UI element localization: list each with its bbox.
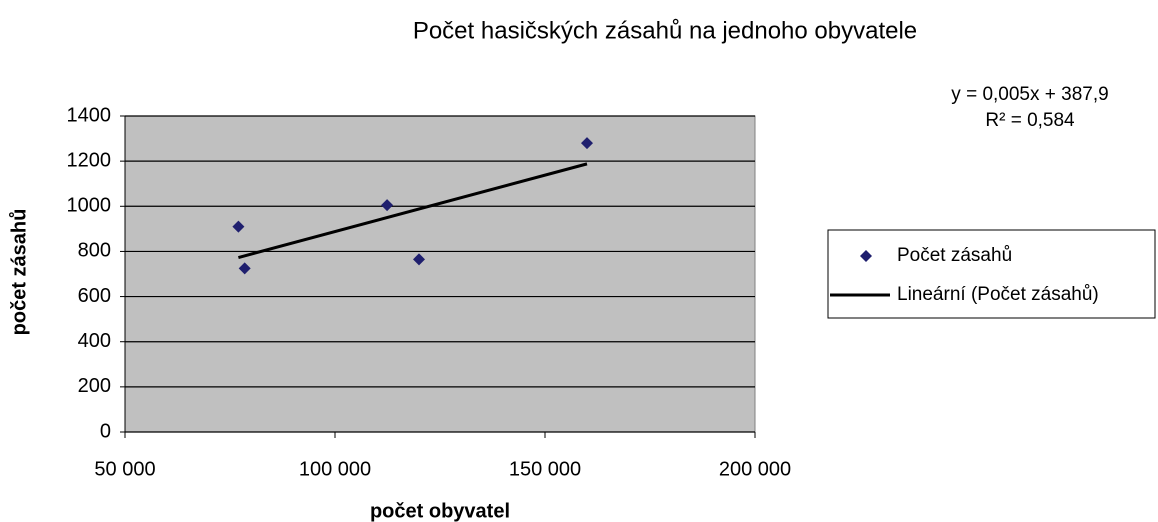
point [581,137,593,150]
plot-area [124,115,756,433]
equation: y = 0,005x + 387,9 [951,84,1108,105]
point [381,199,394,212]
legend-marker [860,250,872,262]
y-axis-label: počet zásahů [8,209,30,336]
point [413,253,425,266]
chart-title: Počet hasičských zásahů na jednoho obyva… [413,17,917,44]
x-tick-label: 200 000 [719,458,791,480]
y-tick-label: 200 [78,375,111,397]
point [238,262,251,275]
x-tick-label: 150 000 [509,458,581,480]
x-tick-label: 100 000 [299,458,371,480]
point [232,220,245,233]
x-tick-label: 50 000 [94,458,155,480]
y-tick-label: 1000 [67,195,112,217]
y-tick-label: 800 [78,240,111,262]
y-tick-label: 1400 [67,104,112,126]
legend-label: Lineární (Počet zásahů) [897,284,1099,305]
r-squared: R² = 0,584 [985,110,1075,131]
y-tick-label: 400 [78,330,111,352]
y-tick-label: 1200 [67,149,112,171]
y-tick-label: 0 [100,420,111,442]
y-tick-label: 600 [78,285,111,307]
legend [827,229,1156,319]
trendline [238,162,588,259]
legend-label: Počet zásahů [897,245,1012,266]
x-axis-label: počet obyvatel [370,500,510,522]
